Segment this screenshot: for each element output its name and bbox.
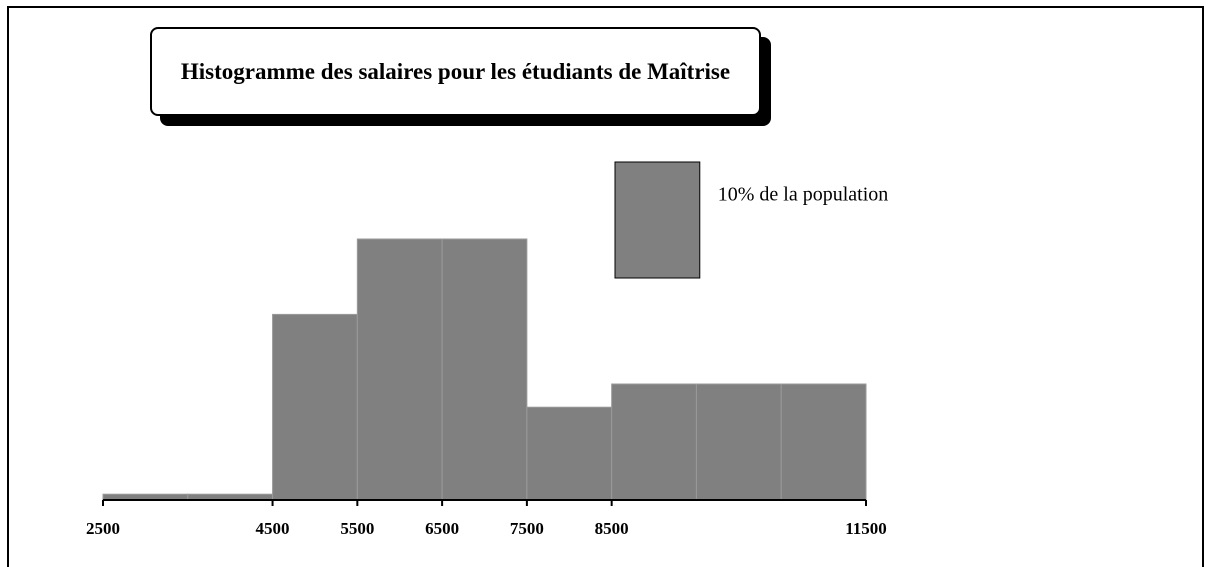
- x-tick-label: 5500: [340, 519, 374, 538]
- bar: [441, 238, 528, 501]
- legend-box: [614, 161, 701, 279]
- legend-label: 10% de la population: [718, 184, 889, 206]
- x-tick-label: 8500: [595, 519, 629, 538]
- x-tick-label: 4500: [256, 519, 290, 538]
- x-tick-label: 7500: [510, 519, 544, 538]
- chart-title: Histogramme des salaires pour les étudia…: [150, 27, 761, 116]
- bar: [272, 313, 358, 501]
- bar: [526, 406, 613, 501]
- x-tick-label: 11500: [845, 519, 887, 538]
- x-tick-label: 2500: [86, 519, 120, 538]
- bar: [611, 383, 697, 501]
- bar: [695, 383, 782, 501]
- x-tick-label: 6500: [425, 519, 459, 538]
- bar: [356, 238, 443, 501]
- bar: [780, 383, 867, 501]
- frame: [7, 6, 1204, 567]
